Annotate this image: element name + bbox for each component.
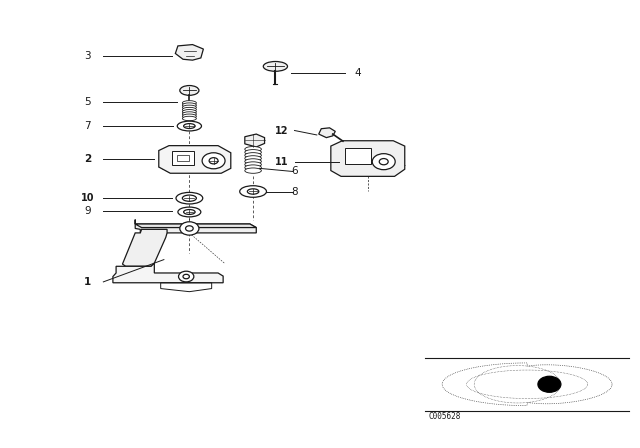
Ellipse shape [182, 195, 196, 201]
Circle shape [372, 154, 395, 170]
Ellipse shape [245, 162, 261, 167]
Ellipse shape [245, 146, 261, 152]
Ellipse shape [245, 156, 261, 161]
Text: 8: 8 [291, 187, 298, 197]
Ellipse shape [182, 116, 196, 121]
Ellipse shape [177, 121, 202, 131]
Ellipse shape [245, 165, 261, 170]
Polygon shape [172, 151, 195, 165]
Text: 2: 2 [84, 155, 91, 164]
Text: 7: 7 [84, 121, 91, 131]
Polygon shape [331, 141, 404, 177]
Circle shape [538, 376, 561, 392]
Circle shape [179, 271, 194, 282]
Ellipse shape [180, 86, 199, 95]
Ellipse shape [184, 124, 195, 129]
Ellipse shape [176, 192, 203, 204]
Text: 6: 6 [291, 167, 298, 177]
Ellipse shape [182, 101, 196, 105]
Ellipse shape [182, 108, 196, 112]
Ellipse shape [245, 153, 261, 158]
Polygon shape [135, 220, 256, 233]
Polygon shape [159, 146, 231, 173]
Polygon shape [175, 44, 204, 60]
Ellipse shape [178, 207, 201, 217]
Ellipse shape [240, 186, 266, 197]
Text: 4: 4 [355, 68, 362, 78]
Ellipse shape [182, 103, 196, 108]
Text: 10: 10 [81, 193, 94, 203]
Polygon shape [135, 224, 256, 228]
Ellipse shape [184, 210, 195, 215]
Ellipse shape [182, 105, 196, 110]
Ellipse shape [247, 189, 259, 194]
Ellipse shape [245, 150, 261, 155]
Text: 12: 12 [275, 125, 289, 135]
Ellipse shape [182, 112, 196, 116]
Text: 1: 1 [84, 277, 91, 287]
Ellipse shape [245, 159, 261, 164]
Polygon shape [346, 148, 371, 164]
Text: 3: 3 [84, 51, 91, 61]
Ellipse shape [245, 168, 261, 173]
Text: 11: 11 [275, 157, 289, 167]
Text: C005628: C005628 [428, 412, 461, 421]
Text: 9: 9 [84, 206, 91, 215]
Circle shape [180, 222, 199, 235]
Circle shape [202, 153, 225, 169]
Ellipse shape [263, 61, 287, 71]
Polygon shape [113, 263, 223, 283]
Ellipse shape [182, 110, 196, 114]
Polygon shape [245, 134, 264, 147]
Polygon shape [122, 229, 167, 266]
Polygon shape [319, 128, 335, 138]
Ellipse shape [182, 114, 196, 118]
Text: 5: 5 [84, 97, 91, 107]
